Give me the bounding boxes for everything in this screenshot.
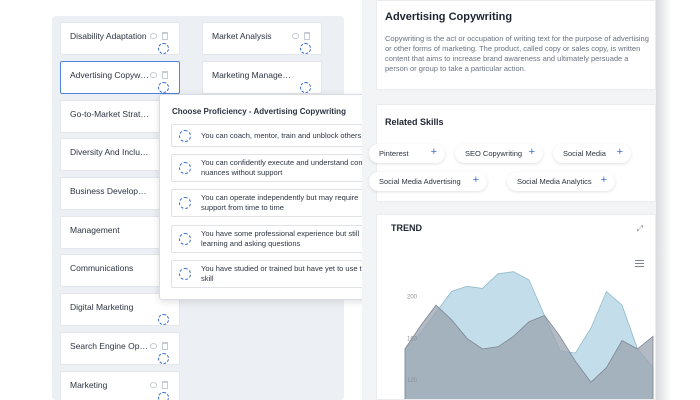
y-tick-label: 120 <box>407 378 418 384</box>
skill-label: Management <box>70 225 120 235</box>
skill-card[interactable]: Marketing <box>60 371 180 400</box>
trash-icon[interactable] <box>162 32 168 40</box>
proficiency-ring-icon[interactable] <box>158 82 169 93</box>
skill-label: Disability Adaptation <box>70 31 147 41</box>
proficiency-modal: Choose Proficiency - Advertising Copywri… <box>159 94 394 300</box>
chip-label: Social Media Advertising <box>379 177 461 186</box>
proficiency-ring-icon <box>179 129 191 142</box>
skill-detail-panel: Advertising Copywriting Copywriting is t… <box>362 0 656 400</box>
window-edge <box>656 0 700 400</box>
heart-icon[interactable] <box>292 33 299 39</box>
skill-card-selected[interactable]: Advertising Copywriting <box>60 61 180 94</box>
proficiency-ring-icon <box>179 197 191 209</box>
heart-icon[interactable] <box>150 382 157 388</box>
related-skill-chip[interactable]: Social Media Advertising + <box>369 172 487 191</box>
proficiency-ring-icon[interactable] <box>300 82 311 93</box>
proficiency-ring-icon[interactable] <box>158 353 169 364</box>
option-label: You can coach, mentor, train and unblock… <box>201 130 362 140</box>
proficiency-ring-icon[interactable] <box>158 392 169 400</box>
heart-icon[interactable] <box>150 33 157 39</box>
proficiency-ring-icon[interactable] <box>158 314 169 325</box>
plus-icon[interactable]: + <box>616 146 623 158</box>
skill-card[interactable]: Market Analysis <box>202 22 322 55</box>
skill-title: Advertising Copywriting <box>385 11 513 23</box>
proficiency-ring-icon[interactable] <box>158 43 169 54</box>
related-skill-chip[interactable]: SEO Copywriting + <box>455 144 543 163</box>
chip-label: Social Media <box>563 149 606 158</box>
skill-label: Advertising Copywriting <box>70 70 150 80</box>
proficiency-ring-icon[interactable] <box>300 43 311 54</box>
description-card: Advertising Copywriting Copywriting is t… <box>376 0 656 90</box>
trash-icon[interactable] <box>304 32 310 40</box>
trash-icon[interactable] <box>162 71 168 79</box>
related-skill-chip[interactable]: Pinterest + <box>369 144 445 163</box>
option-label: You have some professional experience bu… <box>201 229 360 248</box>
heart-icon[interactable] <box>150 343 157 349</box>
related-skill-chip[interactable]: Social Media Analytics + <box>507 172 615 191</box>
proficiency-option[interactable]: You can confidently execute and understa… <box>171 154 383 182</box>
series-area <box>404 304 654 399</box>
heart-icon[interactable] <box>150 72 157 78</box>
chip-label: Pinterest <box>379 149 409 158</box>
related-skill-chip[interactable]: Social Media + <box>553 144 631 163</box>
modal-title: Choose Proficiency - Advertising Copywri… <box>172 107 346 116</box>
option-label: You can confidently execute and understa… <box>201 158 379 177</box>
trend-title: TREND <box>391 223 422 233</box>
skill-label: Communications <box>70 263 134 273</box>
proficiency-ring-icon <box>179 233 191 245</box>
trend-chart: 200 160 120 <box>404 271 654 399</box>
plus-icon[interactable]: + <box>430 146 437 158</box>
trash-icon[interactable] <box>162 342 168 350</box>
skill-card[interactable]: Search Engine Optimization <box>60 332 180 365</box>
related-skills-card: Related Skills Pinterest + SEO Copywriti… <box>369 104 656 202</box>
hamburger-menu-icon[interactable] <box>635 260 644 267</box>
chip-label: Social Media Analytics <box>517 177 592 186</box>
skill-label: Marketing <box>70 380 108 390</box>
skill-label: Digital Marketing <box>70 302 134 312</box>
skill-label: Market Analysis <box>212 31 272 41</box>
skill-label: Search Engine Optimization <box>70 341 150 351</box>
skill-label: Business Development <box>70 186 150 196</box>
skill-description: Copywriting is the act or occupation of … <box>385 34 649 73</box>
chip-label: SEO Copywriting <box>465 149 523 158</box>
proficiency-option[interactable]: You can operate independently but may re… <box>171 189 383 217</box>
proficiency-ring-icon <box>179 268 191 280</box>
plus-icon[interactable]: + <box>528 146 535 158</box>
plus-icon[interactable]: + <box>600 174 607 186</box>
skill-card[interactable]: Marketing Management <box>202 61 322 94</box>
trash-icon[interactable] <box>162 381 168 389</box>
proficiency-option[interactable]: You have studied or trained but have yet… <box>171 260 383 288</box>
option-label: You can operate independently but may re… <box>201 193 359 212</box>
plus-icon[interactable]: + <box>472 174 479 186</box>
related-skills-title: Related Skills <box>385 117 444 127</box>
option-label: You have studied or trained but have yet… <box>201 264 372 283</box>
y-tick-label: 200 <box>407 295 418 301</box>
skill-label: Go-to-Market Strategy <box>70 109 150 119</box>
proficiency-option[interactable]: You can coach, mentor, train and unblock… <box>171 124 383 147</box>
proficiency-ring-icon <box>179 162 191 174</box>
skill-card[interactable]: Disability Adaptation <box>60 22 180 55</box>
y-tick-label: 160 <box>407 336 418 342</box>
expand-icon[interactable]: ⤢ <box>636 224 643 233</box>
skill-label: Marketing Management <box>212 70 292 80</box>
skill-label: Diversity And Inclusion <box>70 147 150 157</box>
trend-card: TREND ⤢ 200 160 120 <box>376 214 656 400</box>
proficiency-option[interactable]: You have some professional experience bu… <box>171 225 383 253</box>
